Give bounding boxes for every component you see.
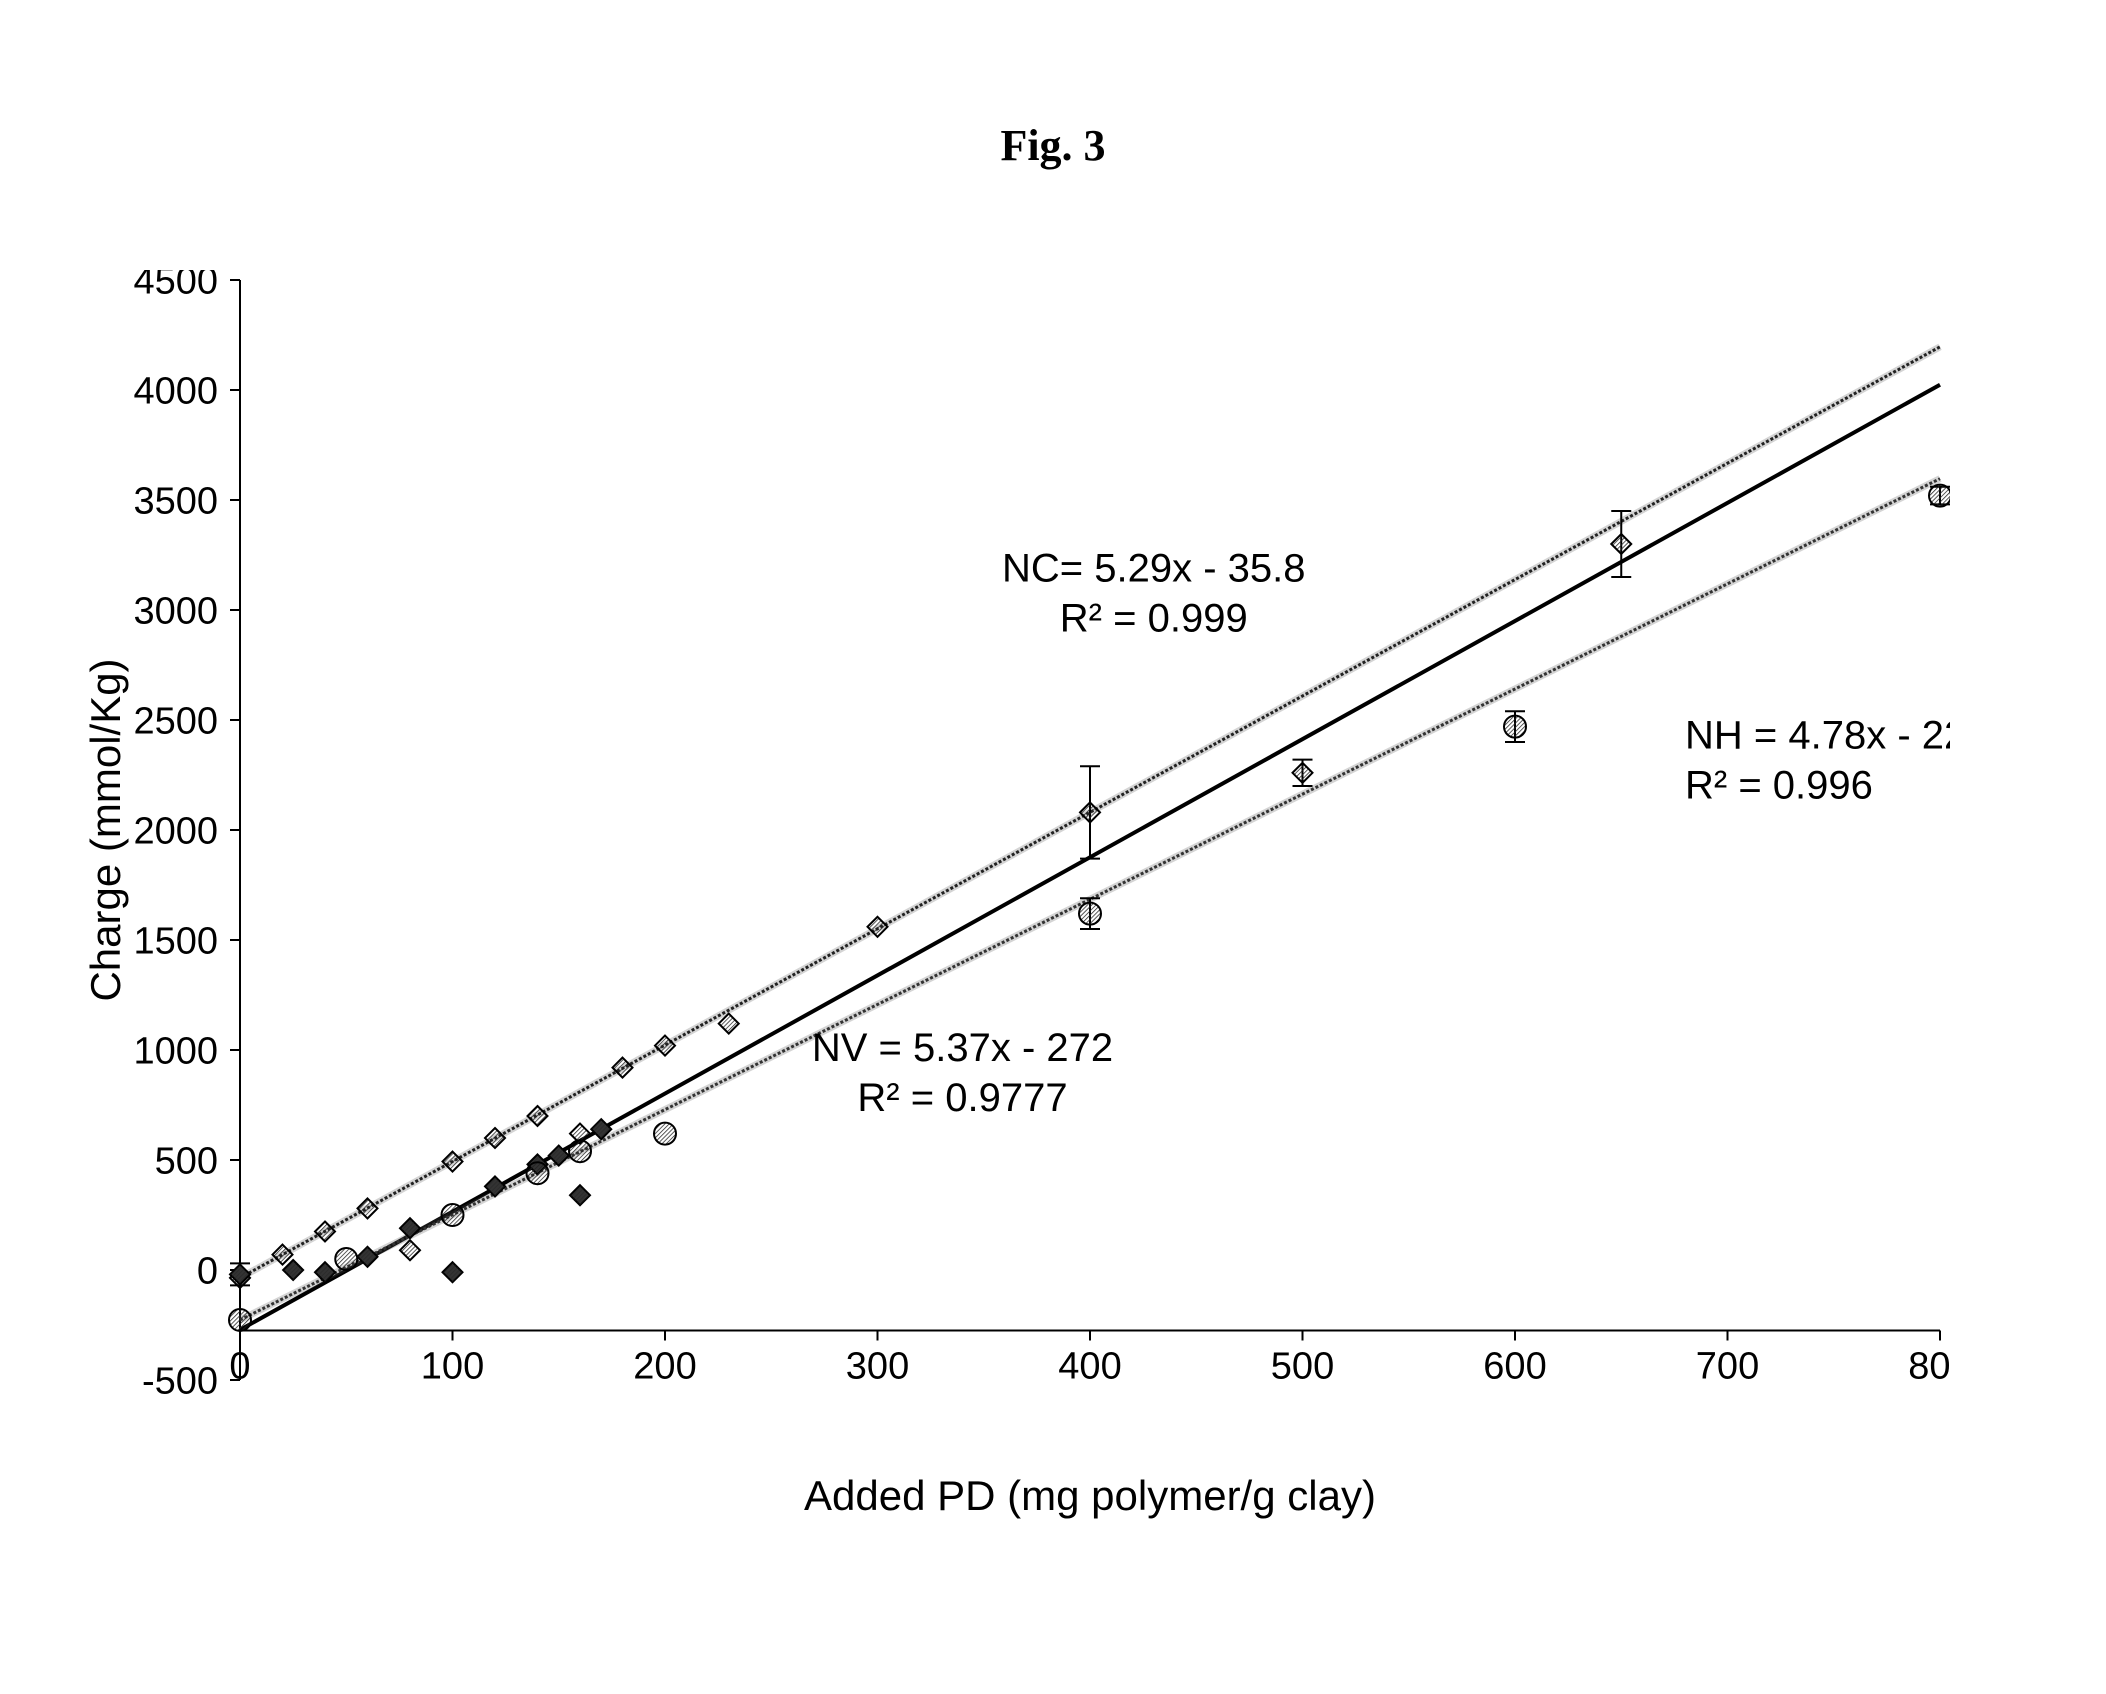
figure-page: Fig. 3 -50005001000150020002500300035004… bbox=[0, 0, 2106, 1694]
svg-text:300: 300 bbox=[846, 1346, 909, 1388]
svg-text:200: 200 bbox=[633, 1346, 696, 1388]
svg-text:600: 600 bbox=[1483, 1346, 1546, 1388]
svg-text:800: 800 bbox=[1908, 1346, 1950, 1388]
svg-text:1500: 1500 bbox=[133, 920, 218, 962]
svg-text:700: 700 bbox=[1696, 1346, 1759, 1388]
svg-text:0: 0 bbox=[229, 1346, 250, 1388]
svg-text:4500: 4500 bbox=[133, 270, 218, 302]
figure-title: Fig. 3 bbox=[0, 120, 2106, 171]
svg-text:-500: -500 bbox=[142, 1360, 218, 1402]
chart-container: -500050010001500200025003000350040004500… bbox=[80, 270, 1950, 1535]
svg-text:500: 500 bbox=[155, 1140, 218, 1182]
scatter-chart: -500050010001500200025003000350040004500… bbox=[80, 270, 1950, 1530]
svg-text:1000: 1000 bbox=[133, 1030, 218, 1072]
svg-text:R² = 0.996: R² = 0.996 bbox=[1685, 764, 1873, 808]
svg-text:0: 0 bbox=[197, 1250, 218, 1292]
svg-text:NH = 4.78x - 227: NH = 4.78x - 227 bbox=[1685, 714, 1950, 758]
svg-text:2000: 2000 bbox=[133, 810, 218, 852]
svg-text:3500: 3500 bbox=[133, 480, 218, 522]
svg-text:R² = 0.9777: R² = 0.9777 bbox=[857, 1076, 1067, 1120]
svg-text:4000: 4000 bbox=[133, 370, 218, 412]
svg-text:NC= 5.29x - 35.8: NC= 5.29x - 35.8 bbox=[1002, 546, 1306, 590]
svg-text:3000: 3000 bbox=[133, 590, 218, 632]
svg-text:400: 400 bbox=[1058, 1346, 1121, 1388]
svg-text:100: 100 bbox=[421, 1346, 484, 1388]
svg-text:R² = 0.999: R² = 0.999 bbox=[1060, 596, 1248, 640]
svg-text:500: 500 bbox=[1271, 1346, 1334, 1388]
svg-text:Added PD (mg polymer/g clay): Added PD (mg polymer/g clay) bbox=[804, 1472, 1376, 1519]
svg-text:Charge (mmol/Kg): Charge (mmol/Kg) bbox=[82, 658, 129, 1001]
svg-text:2500: 2500 bbox=[133, 700, 218, 742]
svg-text:NV = 5.37x - 272: NV = 5.37x - 272 bbox=[812, 1026, 1113, 1070]
